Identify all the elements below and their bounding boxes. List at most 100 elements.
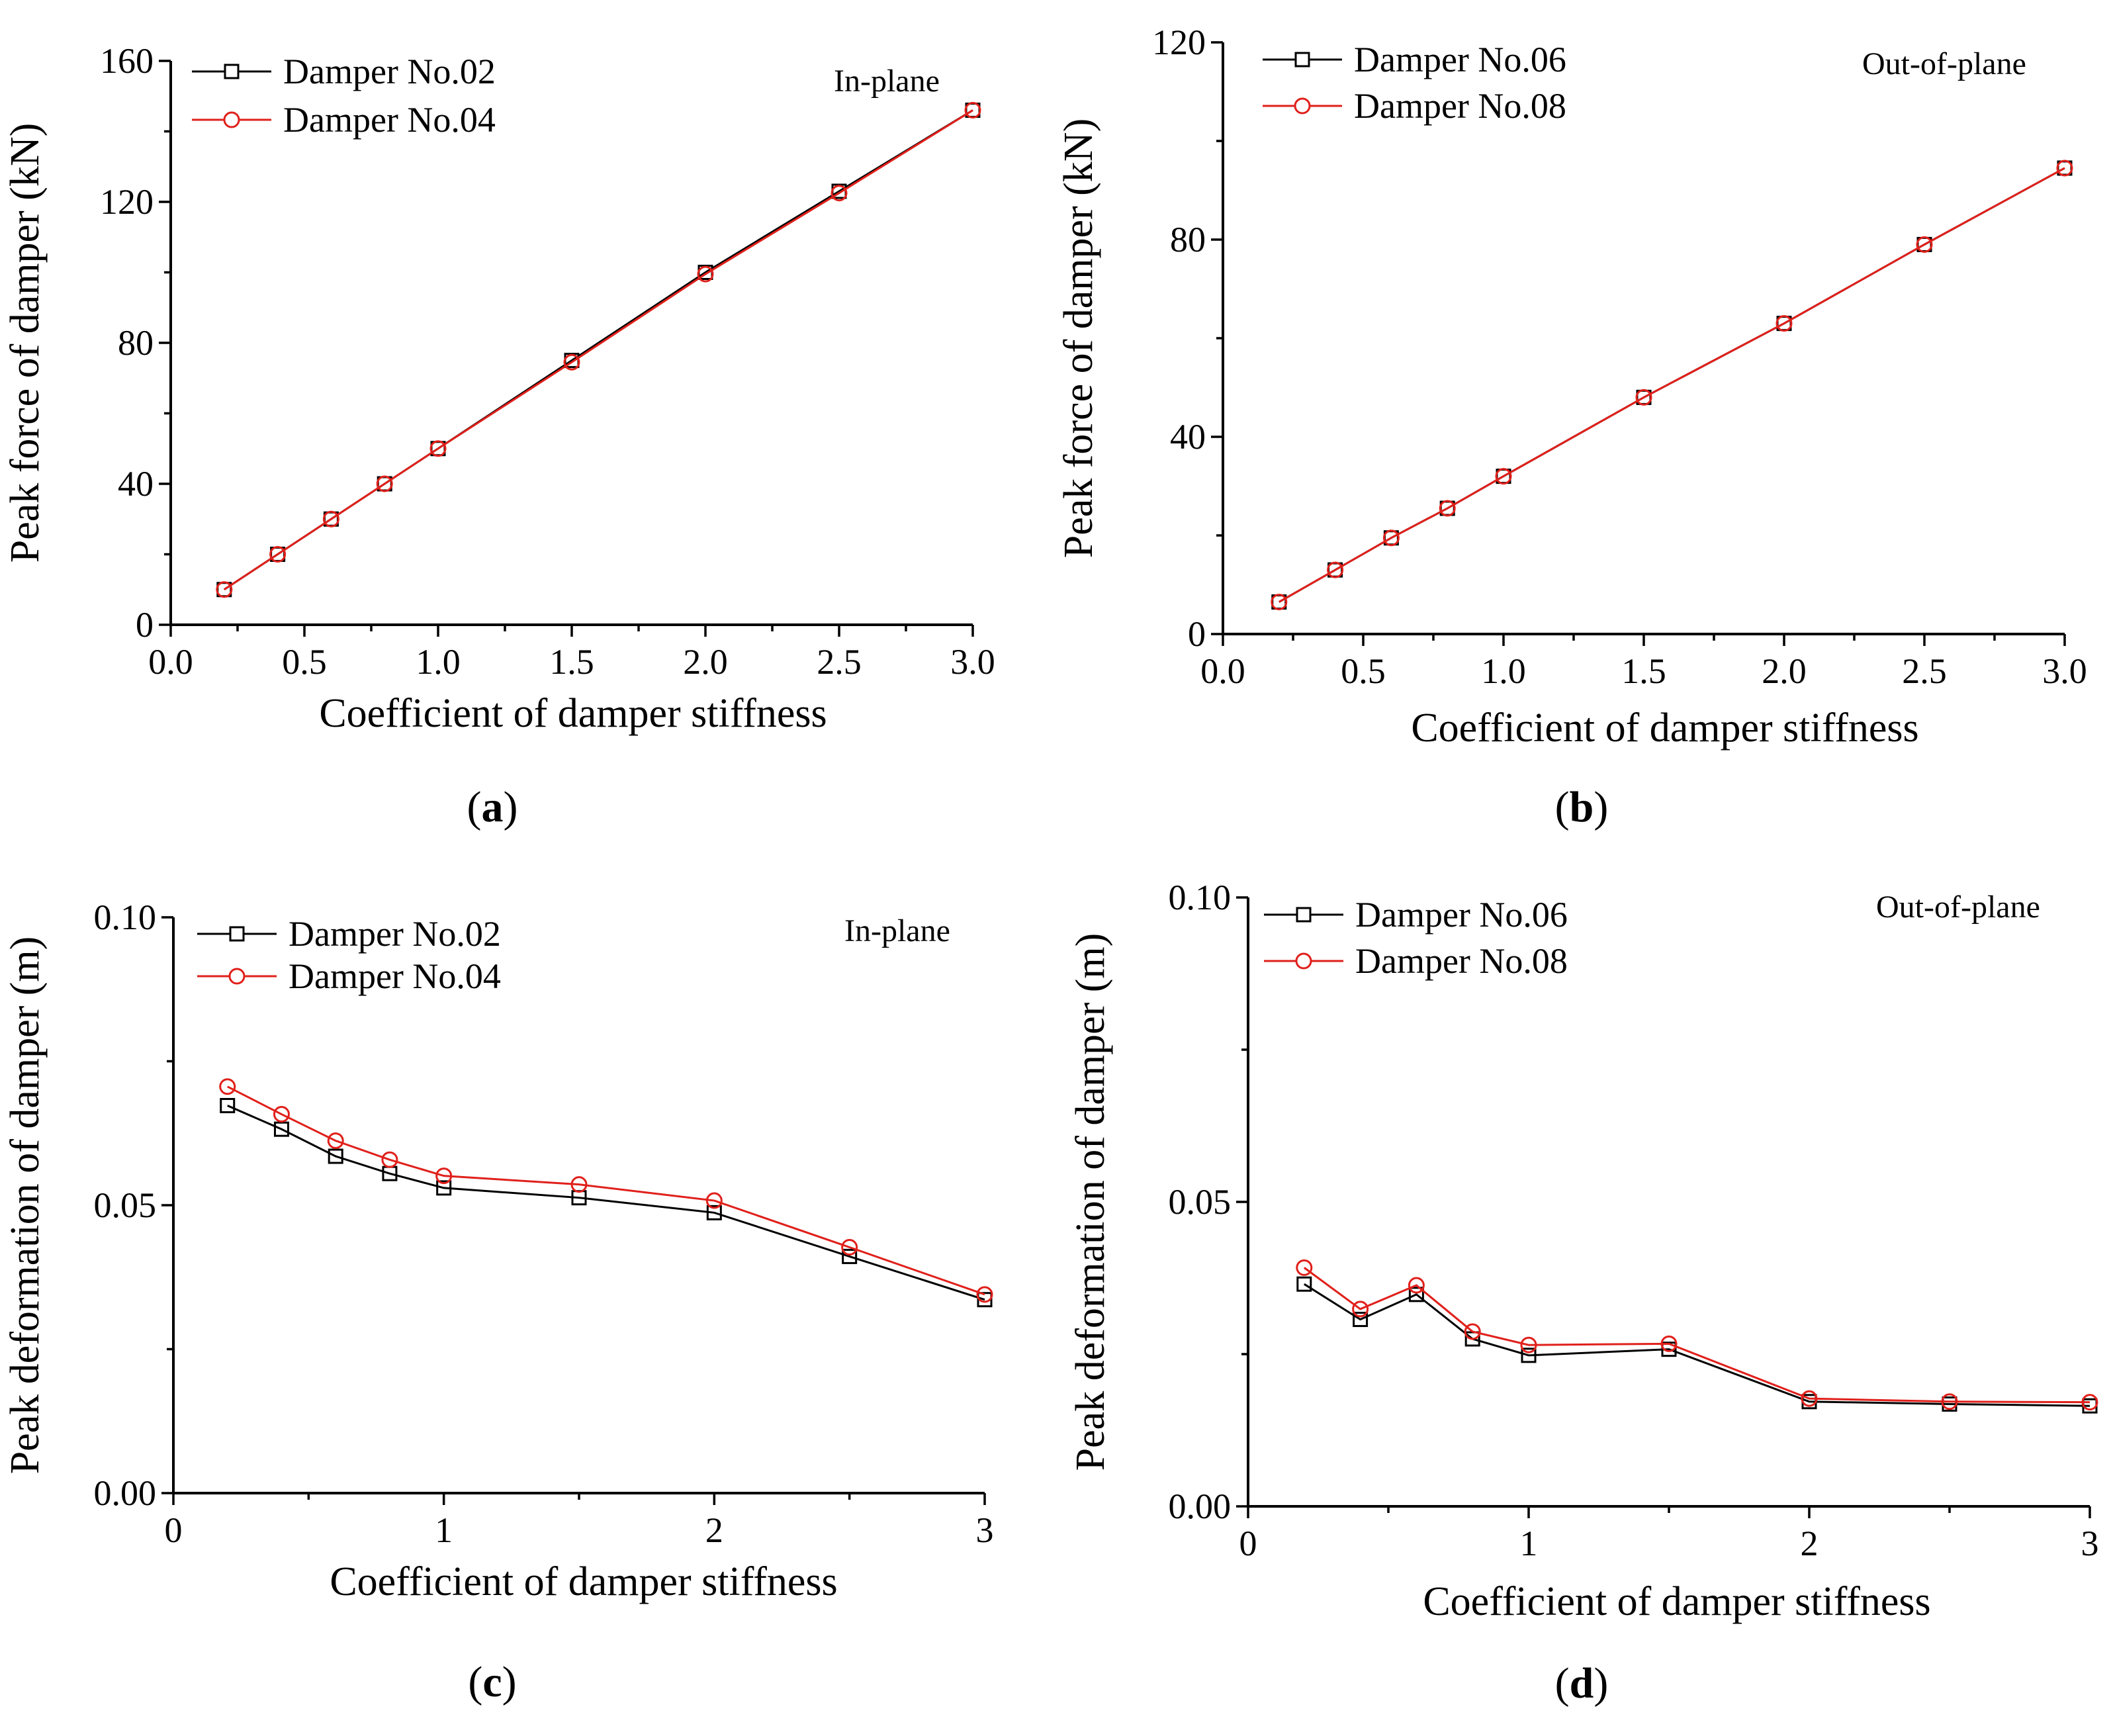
- data-point-circle: [1296, 1259, 1313, 1276]
- y-tick-label: 0.10: [1169, 878, 1232, 917]
- series-line-1: [223, 109, 973, 591]
- data-point-square: [436, 1180, 452, 1196]
- x-tick-label: 1.0: [416, 642, 461, 682]
- legend-label: Damper No.02: [289, 914, 501, 954]
- panel-label: (a): [467, 783, 518, 831]
- legend-marker-square: [229, 926, 245, 942]
- y-tick-label: 80: [1170, 220, 1206, 259]
- plane-annotation: In-plane: [844, 913, 950, 948]
- y-axis-title: Peak force of damper (kN): [3, 123, 48, 563]
- legend-label: Damper No.08: [1354, 86, 1566, 126]
- x-tick-label: 3: [2081, 1524, 2099, 1563]
- legend-marker-circle: [1295, 952, 1312, 970]
- data-point-square: [273, 1121, 289, 1137]
- x-tick-label: 0: [165, 1510, 183, 1550]
- plane-annotation: Out-of-plane: [1876, 890, 2040, 925]
- y-tick-label: 0.05: [1169, 1182, 1232, 1222]
- data-point-circle: [219, 1078, 236, 1095]
- x-tick-label: 2.0: [683, 642, 728, 682]
- y-tick-label: 40: [118, 464, 154, 504]
- data-point-circle: [831, 185, 848, 202]
- data-point-circle: [435, 1167, 453, 1185]
- y-axis-title: Peak force of damper (kN): [1056, 118, 1101, 558]
- data-point-circle: [1520, 1336, 1537, 1353]
- x-tick-label: 2: [1801, 1524, 1819, 1563]
- y-tick-label: 0: [1188, 614, 1206, 654]
- data-point-square: [1353, 1312, 1369, 1328]
- data-point-circle: [273, 1106, 290, 1123]
- data-point-square: [1661, 1342, 1677, 1357]
- data-point-circle: [2081, 1394, 2098, 1411]
- x-axis-title: Coefficient of damper stiffness: [330, 1559, 837, 1604]
- data-point-square: [977, 1292, 993, 1308]
- x-tick-label: 2.0: [1762, 651, 1807, 691]
- x-tick-label: 2.5: [817, 642, 862, 682]
- data-point-circle: [429, 440, 447, 457]
- data-point-circle: [563, 353, 580, 371]
- data-point-circle: [216, 581, 233, 598]
- data-point-square: [842, 1248, 858, 1264]
- y-tick-label: 0.00: [94, 1473, 157, 1513]
- data-point-circle: [1408, 1277, 1425, 1294]
- data-point-square: [220, 1097, 236, 1113]
- x-tick-label: 3: [976, 1510, 994, 1550]
- data-point-circle: [1495, 468, 1512, 485]
- data-point-circle: [697, 265, 714, 283]
- data-point-circle: [570, 1176, 588, 1193]
- plane-annotation: Out-of-plane: [1862, 46, 2026, 81]
- x-tick-label: 3.0: [950, 642, 995, 682]
- data-point-circle: [841, 1239, 858, 1256]
- data-point-circle: [976, 1286, 993, 1303]
- x-tick-label: 1: [1520, 1524, 1538, 1563]
- legend-marker-square: [1296, 907, 1312, 923]
- data-point-circle: [1464, 1323, 1481, 1340]
- legend-marker-square: [1294, 52, 1310, 68]
- series-line-2: [1279, 167, 2065, 603]
- data-point-circle: [1327, 561, 1344, 578]
- series-line-1: [1304, 1283, 2090, 1407]
- x-tick-label: 1: [435, 1510, 453, 1550]
- y-tick-label: 120: [1152, 23, 1206, 62]
- y-tick-label: 0.00: [1169, 1486, 1232, 1526]
- legend-label: Damper No.04: [283, 100, 496, 140]
- series-line-1: [227, 1105, 985, 1301]
- y-tick-label: 80: [118, 323, 154, 363]
- data-point-circle: [1439, 500, 1456, 517]
- legend-marker-circle: [228, 968, 246, 985]
- data-point-circle: [1775, 315, 1793, 332]
- y-tick-label: 40: [1170, 417, 1206, 457]
- data-point-circle: [2056, 160, 2073, 177]
- data-point-circle: [1916, 236, 1933, 253]
- x-tick-label: 1.5: [549, 642, 594, 682]
- data-point-circle: [1352, 1301, 1369, 1318]
- x-tick-label: 0.5: [282, 642, 327, 682]
- plane-annotation: In-plane: [834, 64, 940, 99]
- data-point-circle: [381, 1151, 398, 1168]
- x-tick-label: 1.5: [1621, 651, 1666, 691]
- data-point-circle: [1941, 1393, 1958, 1410]
- y-tick-label: 0.10: [94, 897, 157, 937]
- series-line-2: [227, 1085, 985, 1296]
- legend-label: Damper No.06: [1355, 895, 1568, 935]
- y-tick-label: 160: [100, 41, 154, 81]
- data-point-circle: [322, 510, 339, 527]
- data-point-square: [328, 1148, 343, 1164]
- legend-label: Damper No.04: [289, 956, 501, 996]
- data-point-square: [706, 1205, 722, 1220]
- data-point-circle: [1382, 529, 1400, 547]
- panel-label: (c): [468, 1658, 516, 1706]
- x-axis-title: Coefficient of damper stiffness: [319, 691, 827, 736]
- x-axis-title: Coefficient of damper stiffness: [1423, 1579, 1930, 1624]
- data-point-square: [1408, 1287, 1424, 1302]
- series-line-2: [223, 109, 973, 591]
- data-point-circle: [327, 1132, 344, 1150]
- chart-panel-d: 0 1 2 3 0.00 0.05 0.10 Coefficient of damper st…: [1068, 878, 2099, 1708]
- data-point-circle: [269, 546, 287, 563]
- x-axis-title: Coefficient of damper stiffness: [1411, 706, 1918, 751]
- data-point-square: [1296, 1276, 1312, 1292]
- y-axis-title: Peak deformation of damper (m): [3, 937, 48, 1475]
- data-point-circle: [1635, 388, 1652, 406]
- data-point-circle: [376, 475, 393, 492]
- legend-label: Damper No.06: [1354, 40, 1566, 79]
